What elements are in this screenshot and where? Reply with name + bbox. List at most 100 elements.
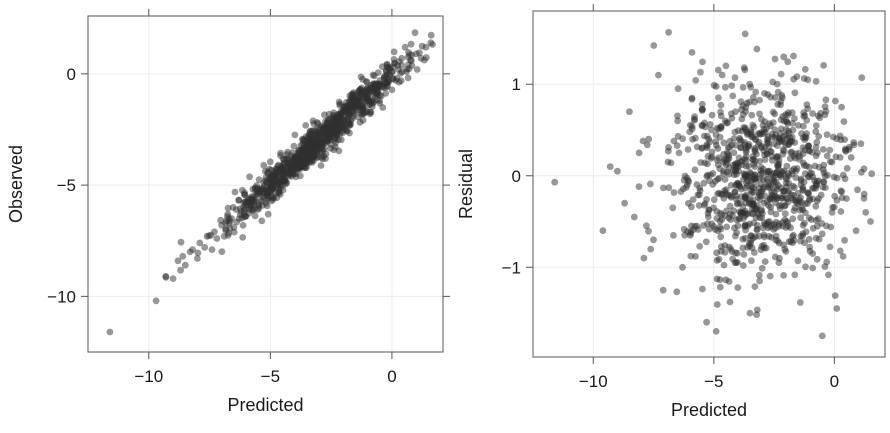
data-point xyxy=(705,135,712,143)
data-point xyxy=(700,179,708,187)
data-point xyxy=(359,116,367,124)
data-point xyxy=(753,225,761,233)
data-point xyxy=(260,161,268,169)
data-point xyxy=(756,214,764,222)
data-point xyxy=(703,318,710,326)
data-point xyxy=(696,243,704,250)
data-point xyxy=(768,153,776,160)
y-tick-label: −1 xyxy=(502,258,521,277)
data-point xyxy=(734,284,742,291)
data-point xyxy=(722,186,730,194)
data-point xyxy=(750,249,758,256)
y-axis-label: Observed xyxy=(6,145,26,223)
data-point xyxy=(838,188,846,196)
data-point xyxy=(340,107,348,114)
data-point xyxy=(716,133,724,141)
data-point xyxy=(802,200,809,207)
data-point xyxy=(812,202,820,210)
data-point xyxy=(808,148,816,156)
data-point xyxy=(795,198,803,206)
data-point xyxy=(791,89,799,97)
data-point xyxy=(780,272,787,279)
data-point xyxy=(269,193,277,200)
data-point xyxy=(308,128,316,136)
data-point xyxy=(790,52,797,60)
data-point xyxy=(251,212,259,220)
data-point xyxy=(790,75,798,83)
data-point xyxy=(790,196,797,204)
data-point xyxy=(659,286,667,294)
data-point xyxy=(390,48,398,56)
data-point xyxy=(735,215,743,222)
data-point xyxy=(809,110,816,117)
data-point xyxy=(720,261,728,269)
data-point xyxy=(716,283,724,291)
data-point xyxy=(669,204,677,212)
data-point xyxy=(741,141,749,149)
data-point xyxy=(329,118,337,126)
data-point xyxy=(380,74,388,82)
data-point xyxy=(839,253,847,260)
data-point xyxy=(768,130,776,138)
data-point xyxy=(684,146,692,153)
data-point xyxy=(796,299,804,306)
data-point xyxy=(249,193,257,201)
data-point xyxy=(363,85,370,93)
data-point xyxy=(718,243,725,251)
data-point xyxy=(723,223,731,231)
data-point xyxy=(407,40,415,48)
data-point xyxy=(262,167,269,175)
data-point xyxy=(847,154,855,161)
data-point xyxy=(727,182,735,189)
data-point xyxy=(699,105,706,113)
data-point xyxy=(827,223,835,231)
data-point xyxy=(705,225,713,233)
data-point xyxy=(799,232,806,240)
data-point xyxy=(189,246,197,254)
data-point xyxy=(640,254,648,262)
data-point xyxy=(207,231,215,239)
data-point xyxy=(365,100,373,108)
data-point xyxy=(759,176,767,183)
data-point xyxy=(841,175,849,183)
data-point xyxy=(732,192,740,200)
data-point xyxy=(665,28,672,36)
data-point xyxy=(739,262,747,269)
data-point xyxy=(655,71,662,79)
data-point xyxy=(852,227,860,235)
data-point xyxy=(740,215,747,222)
data-point xyxy=(720,194,728,202)
data-point xyxy=(688,203,695,211)
data-point xyxy=(626,108,633,116)
data-point xyxy=(841,236,848,244)
data-point xyxy=(674,117,682,125)
data-point xyxy=(821,111,829,119)
y-tick-label: −10 xyxy=(47,287,76,306)
data-point xyxy=(868,170,876,178)
data-point xyxy=(688,95,696,103)
data-point xyxy=(750,200,757,208)
data-point xyxy=(235,215,243,223)
data-point xyxy=(771,55,779,63)
data-point xyxy=(821,172,829,180)
data-point xyxy=(749,121,757,129)
data-point xyxy=(867,218,874,225)
data-point xyxy=(826,243,834,251)
data-point xyxy=(670,232,677,239)
x-tick-label: 0 xyxy=(830,372,839,391)
data-point xyxy=(635,183,643,191)
data-point xyxy=(778,195,785,202)
data-point xyxy=(289,161,297,168)
data-point xyxy=(710,81,718,89)
data-point xyxy=(813,138,821,146)
data-point xyxy=(738,115,746,123)
data-point xyxy=(813,255,821,263)
data-point xyxy=(713,301,721,308)
data-point xyxy=(784,58,792,66)
data-point xyxy=(820,62,827,69)
data-point xyxy=(645,227,652,235)
data-point xyxy=(731,224,738,232)
data-point xyxy=(774,237,782,245)
data-point xyxy=(819,146,827,153)
data-point xyxy=(801,170,809,178)
